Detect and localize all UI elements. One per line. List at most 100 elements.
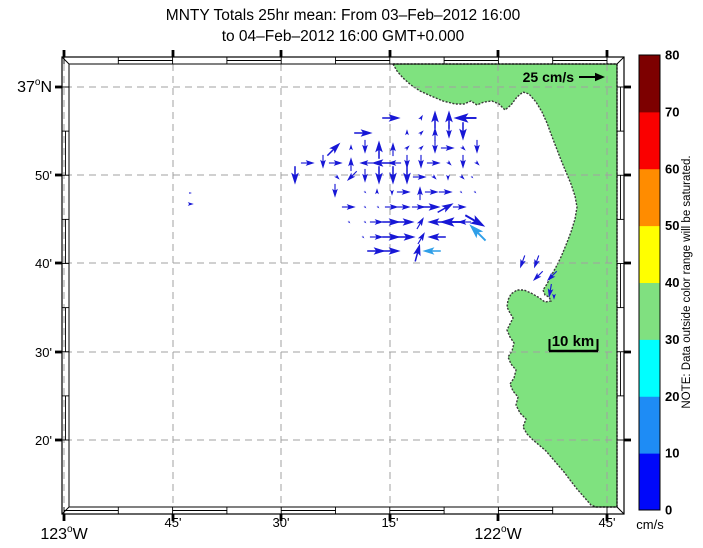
current-vector-arrow xyxy=(452,204,467,210)
current-vector-arrow xyxy=(188,192,192,194)
current-vector-arrow xyxy=(291,166,299,185)
current-vector-arrow xyxy=(384,204,399,210)
y-axis-tick xyxy=(55,438,62,442)
tick-label: 30' xyxy=(35,345,52,360)
current-vector-arrow xyxy=(474,139,480,154)
current-vector-arrow xyxy=(418,114,423,121)
current-vector-arrow xyxy=(424,189,439,195)
current-vector-arrow xyxy=(438,189,453,195)
current-vector-arrow xyxy=(446,124,452,139)
current-vector-arrow xyxy=(417,186,423,201)
tick-label: 123oW xyxy=(40,524,88,543)
colorbar-tick-label: 0 xyxy=(665,503,672,518)
reference-vector-label: 25 cm/s xyxy=(523,69,575,85)
reference-vector-arrow-icon xyxy=(579,72,605,82)
x-axis-tick xyxy=(62,514,66,521)
distance-scale-label: 10 km xyxy=(552,333,595,350)
x-axis-tick xyxy=(171,50,175,57)
colorbar-segment xyxy=(639,339,660,397)
current-vector-arrow xyxy=(446,174,450,181)
current-vector-arrow xyxy=(470,175,474,179)
current-vector-arrow xyxy=(363,190,367,194)
x-axis-tick xyxy=(605,514,609,521)
x-axis-tick xyxy=(62,50,66,57)
colorbar-segment xyxy=(639,396,660,454)
y-axis-tick xyxy=(55,85,62,89)
y-axis-tick xyxy=(624,173,631,177)
current-vector-arrow xyxy=(362,168,368,183)
y-axis-tick xyxy=(55,350,62,354)
colorbar-tick-label: 30 xyxy=(665,332,679,347)
current-vector-arrow xyxy=(464,214,486,227)
current-vector-arrow xyxy=(300,160,315,166)
colorbar-note-text: NOTE: Data outside color range will be s… xyxy=(681,155,693,408)
current-vector-arrow xyxy=(341,204,356,210)
current-vector-arrow xyxy=(347,220,351,224)
plot-title-line2: to 04–Feb–2012 16:00 GMT+0.000 xyxy=(222,28,465,45)
current-vector-arrow xyxy=(446,160,452,166)
current-vector-arrow xyxy=(520,255,526,269)
y-axis-tick xyxy=(55,173,62,177)
colorbar-tick-label: 80 xyxy=(665,48,679,63)
current-vector-arrow xyxy=(375,140,383,159)
current-vector-arrow xyxy=(459,190,463,194)
y-axis-tick xyxy=(624,85,631,89)
tick-label: 30' xyxy=(273,515,290,530)
current-vector-arrow xyxy=(187,202,194,206)
current-vector-arrow xyxy=(422,247,441,255)
colorbar-segment xyxy=(639,55,660,113)
current-vector-arrow xyxy=(367,247,386,255)
current-vector-arrow xyxy=(326,142,341,157)
current-vector-arrow xyxy=(432,139,438,154)
current-vector-arrow xyxy=(437,203,454,214)
x-axis-tick xyxy=(171,514,175,521)
current-vector-arrow xyxy=(328,160,343,166)
current-vector-arrow xyxy=(459,122,467,141)
gridline-layer xyxy=(63,64,617,507)
current-vector-arrow xyxy=(389,166,397,185)
colorbar-tick-label: 60 xyxy=(665,161,679,176)
x-axis-tick xyxy=(496,514,500,521)
current-vector-arrow xyxy=(413,243,421,262)
current-vector-arrow xyxy=(411,204,426,210)
map-frame xyxy=(55,50,631,521)
x-axis-tick xyxy=(388,514,392,521)
current-vector-arrow xyxy=(469,224,487,242)
current-vector-arrow xyxy=(416,217,424,230)
current-vector-arrow xyxy=(363,220,367,224)
current-vector-arrow xyxy=(376,205,380,209)
current-vector-arrow xyxy=(418,130,424,136)
current-vector-arrow xyxy=(361,235,365,239)
current-vector-arrow xyxy=(369,234,384,240)
current-vector-arrow xyxy=(457,219,472,225)
tick-label: 15' xyxy=(382,515,399,530)
colorbar-tick-label: 10 xyxy=(665,446,679,461)
current-vector-arrow xyxy=(346,170,358,182)
current-vector-arrow xyxy=(359,160,374,166)
current-vector-arrow xyxy=(547,283,554,298)
current-vector-arrow xyxy=(320,154,326,169)
colorbar-tick-label: 20 xyxy=(665,389,679,404)
current-vector-arrow xyxy=(412,174,427,180)
x-axis-tick xyxy=(605,50,609,57)
current-vector-arrow xyxy=(440,145,455,151)
y-axis-tick xyxy=(55,261,62,265)
y-axis-tick xyxy=(624,438,631,442)
tick-label: 45' xyxy=(599,515,616,530)
current-vector-arrow xyxy=(363,205,367,209)
current-vector-arrow xyxy=(534,255,540,269)
current-vector-arrow xyxy=(390,142,396,157)
current-vector-arrow xyxy=(404,145,410,151)
current-vector-arrow xyxy=(431,110,439,129)
current-vector-arrow xyxy=(396,204,411,210)
current-vector-arrow xyxy=(403,166,411,185)
x-axis-tick xyxy=(279,514,283,521)
current-vector-arrow xyxy=(369,219,384,225)
current-vector-arrow xyxy=(375,188,379,195)
current-vector-arrow xyxy=(371,159,390,167)
current-vector-arrow xyxy=(552,293,556,300)
current-vector-arrow xyxy=(422,203,441,211)
current-vector-arrow xyxy=(460,145,466,151)
x-axis-tick xyxy=(279,50,283,57)
